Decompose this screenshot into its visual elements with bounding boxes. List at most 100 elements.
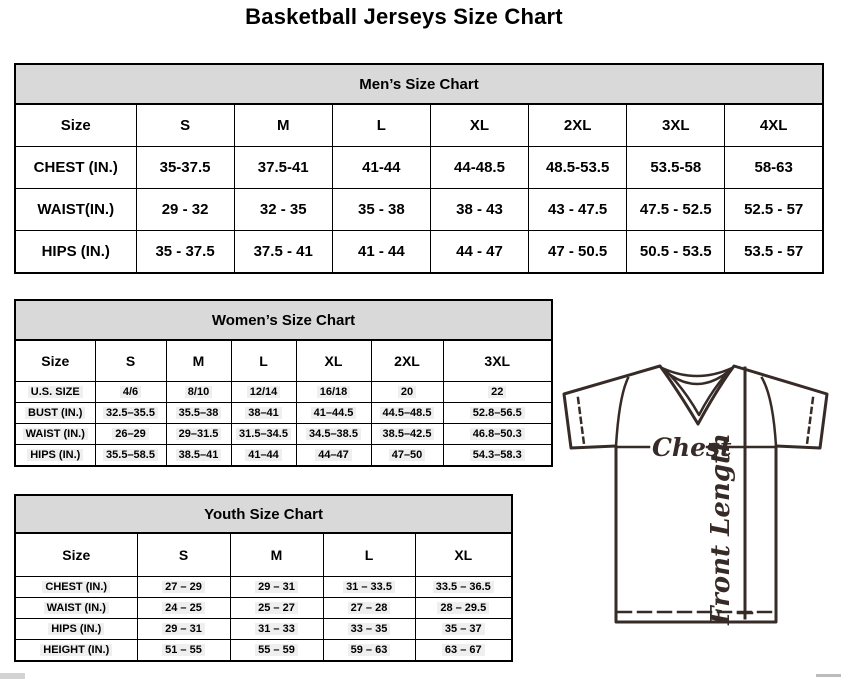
size-col-header-text: XL [469,117,490,134]
row-label: U.S. SIZE [14,381,96,403]
size-value-cell-text: 44 - 47 [456,243,503,260]
size-value-cell: 44.5–48.5 [370,402,444,424]
size-value-cell-text: 34.5–38.5 [306,428,361,440]
size-value-cell-text: 38.5–41 [175,449,222,461]
size-value-cell-text: 43 - 47.5 [548,201,608,218]
size-value-cell-text: 44–47 [315,449,352,461]
size-col-header: 4XL [724,103,824,147]
size-value-cell: 47–50 [370,444,444,467]
size-value-cell-text: 35.5–38 [175,407,222,419]
row-label: WAIST(IN.) [14,188,137,231]
size-value-cell-text: 32 - 35 [259,201,307,218]
size-value-cell-text: 58-63 [754,159,793,176]
size-value-cell-text: 28 – 29.5 [437,602,490,614]
size-value-cell-text: 59 – 63 [347,644,391,656]
size-value-cell-text: 35-37.5 [159,159,211,176]
size-value-cell: 55 – 59 [229,639,324,662]
size-value-cell-text: 38–41 [245,407,282,419]
womens-waist-row: WAIST (IN.) 26–29 29–31.5 31.5–34.5 34.5–38.… [14,423,553,445]
womens-bust-row: BUST (IN.) 32.5–35.5 35.5–38 38–41 41–44.5 44… [14,402,553,424]
size-value-cell-text: 46.8–50.3 [469,428,525,440]
size-col-header-text: M [270,547,283,563]
size-value-cell: 34.5–38.5 [295,423,372,445]
size-value-cell-text: 52.8–56.5 [469,407,525,419]
size-col-header-text: S [180,117,191,134]
row-label-text: U.S. SIZE [27,386,83,398]
row-label-text: HIPS (IN.) [48,623,105,635]
size-value-cell: 53.5 - 57 [724,230,824,274]
size-value-cell-text: 20 [397,386,417,398]
size-value-cell-text: 41–44.5 [310,407,357,419]
size-value-cell-text: 53.5 - 57 [744,243,804,260]
youth-height-row: HEIGHT (IN.) 51 – 55 55 – 59 59 – 63 63 – 67 [14,639,513,662]
size-value-cell: 59 – 63 [322,639,416,662]
womens-header-row: Size S M L XL 2XL 3XL [14,339,553,382]
size-value-cell: 20 [370,381,444,403]
size-value-cell-text: 29 - 32 [161,201,209,218]
size-value-cell: 28 – 29.5 [414,597,513,619]
size-value-cell-text: 24 – 25 [162,602,205,614]
size-value-cell-text: 33 – 35 [347,623,391,635]
size-value-cell: 58-63 [724,146,824,189]
size-value-cell-text: 33.5 – 36.5 [432,581,494,593]
size-col-header-text: S [125,353,136,369]
size-value-cell: 38–41 [230,402,297,424]
size-value-cell: 48.5-53.5 [528,146,628,189]
size-value-cell-text: 35 - 38 [358,201,405,218]
size-col-header-text: L [376,117,386,134]
page-title: Basketball Jerseys Size Chart [245,4,563,29]
size-value-cell: 54.3–58.3 [442,444,553,467]
size-value-cell: 27 – 28 [322,597,416,619]
size-value-cell: 47.5 - 52.5 [626,188,726,231]
right-cuff-dash-icon [805,396,815,446]
row-label: HIPS (IN.) [14,618,138,640]
size-col-header-text: L [259,353,268,369]
front-length-label: Front Length [706,433,736,626]
size-col-header: L [331,103,431,147]
size-value-cell: 41-44 [331,146,431,189]
size-value-cell: 24 – 25 [136,597,231,619]
size-value-cell: 52.5 - 57 [724,188,824,231]
horizontal-scrollbar-right-fragment[interactable] [816,674,841,677]
size-value-cell: 27 – 29 [136,576,231,598]
size-corner-header: Size [14,339,96,382]
size-value-cell-text: 53.5-58 [650,159,702,176]
mens-header-row: Size S M L XL 2XL 3XL 4XL [14,103,824,147]
size-value-cell: 16/18 [295,381,372,403]
size-value-cell: 33 – 35 [322,618,416,640]
size-value-cell-text: 44-48.5 [454,159,505,176]
size-col-header-text: L [364,547,374,563]
horizontal-scrollbar-left-fragment[interactable] [0,673,25,679]
size-col-header-text: XL [324,353,343,369]
size-value-cell: 52.8–56.5 [442,402,553,424]
size-value-cell: 35 - 38 [331,188,431,231]
size-value-cell-text: 38.5–42.5 [379,428,435,440]
row-label: HIPS (IN.) [14,230,137,274]
size-value-cell-text: 51 – 55 [162,644,205,656]
size-value-cell-text: 35 – 37 [441,623,485,635]
size-col-header: S [136,532,231,577]
size-col-header-text: XL [454,547,473,563]
size-value-cell: 38 - 43 [429,188,530,231]
size-col-header: S [94,339,167,382]
womens-size-table: Women’s Size Chart Size S M L XL 2XL 3XL U.S. … [14,299,554,467]
mens-waist-row: WAIST(IN.) 29 - 32 32 - 35 35 - 38 38 - 43 43… [14,188,824,231]
size-col-header-text: 3XL [662,117,690,134]
size-value-cell-text: 37.5-41 [257,159,309,176]
size-value-cell-text: 16/18 [316,386,351,398]
mens-table-title-row: Men’s Size Chart [14,63,824,105]
size-corner-header-text: Size [60,117,91,134]
size-value-cell-text: 63 – 67 [441,644,485,656]
size-col-header: 2XL [370,339,444,382]
size-value-cell-text: 29 – 31 [162,623,205,635]
size-value-cell: 29 – 31 [229,576,324,598]
size-value-cell: 41–44 [230,444,297,467]
size-value-cell: 38.5–42.5 [370,423,444,445]
size-value-cell: 31 – 33 [229,618,324,640]
size-value-cell: 8/10 [165,381,232,403]
chest-label: Chest [652,433,732,462]
youth-table-title-row: Youth Size Chart [14,494,513,534]
size-value-cell-text: 37.5 - 41 [253,243,313,260]
row-label-text: WAIST (IN.) [43,602,109,614]
